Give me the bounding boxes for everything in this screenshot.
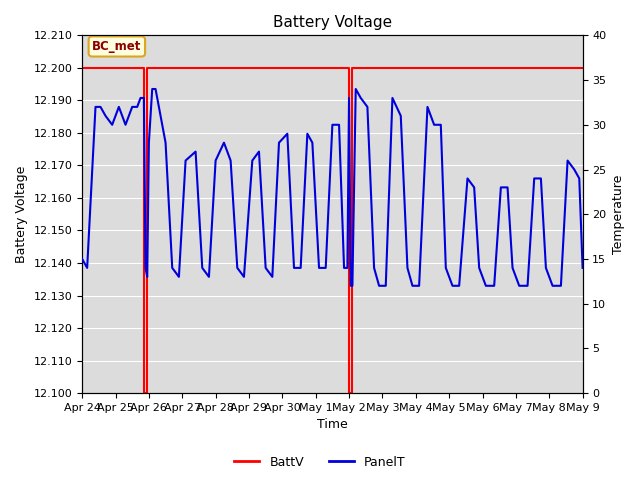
- Legend: BattV, PanelT: BattV, PanelT: [229, 451, 411, 474]
- Title: Battery Voltage: Battery Voltage: [273, 15, 392, 30]
- Y-axis label: Temperature: Temperature: [612, 175, 625, 254]
- Y-axis label: Battery Voltage: Battery Voltage: [15, 166, 28, 263]
- Text: BC_met: BC_met: [92, 40, 141, 53]
- X-axis label: Time: Time: [317, 419, 348, 432]
